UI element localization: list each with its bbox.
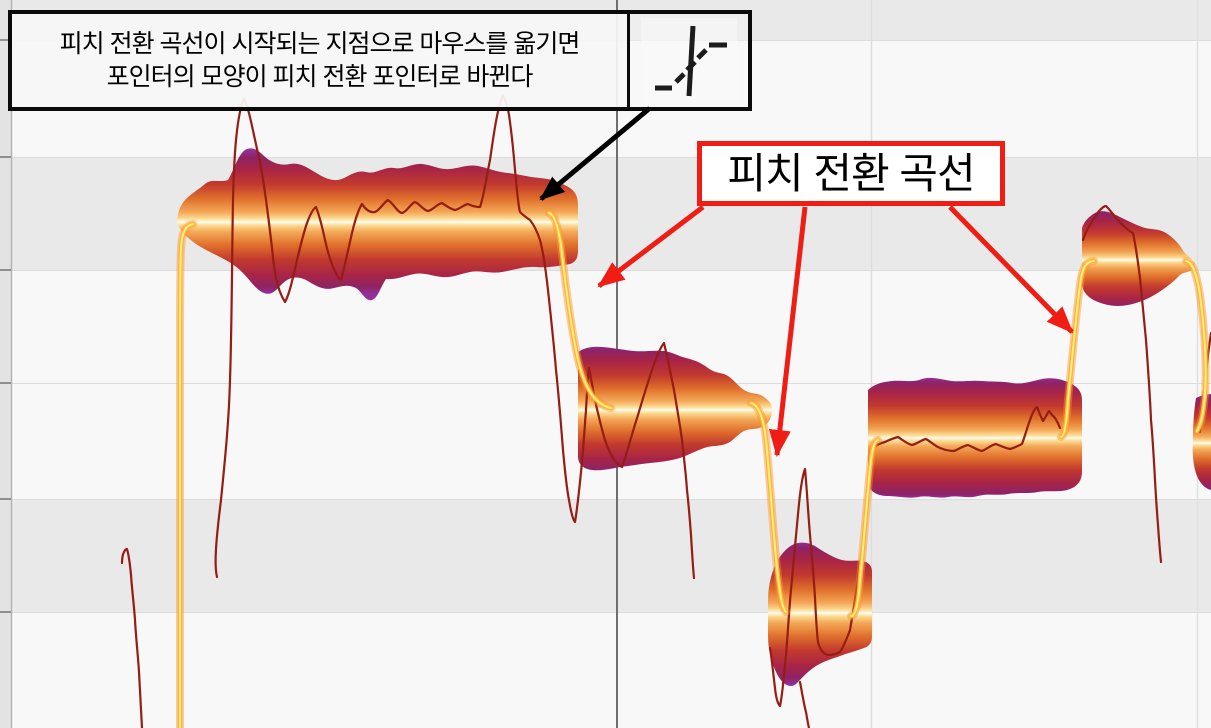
grid-row-shaded (0, 499, 1211, 612)
red-arrow-middle (768, 206, 808, 457)
annotation-arrows (539, 106, 1074, 457)
pitch-curve-left-tail (120, 547, 144, 728)
note-blob-2[interactable] (578, 346, 773, 471)
annotation-note-line1: 피치 전환 곡선이 시작되는 지점으로 마우스를 옮기면 (59, 29, 581, 58)
note-blob-6[interactable] (1192, 394, 1211, 490)
red-arrow-right (948, 205, 1074, 334)
note-blob-3[interactable] (768, 542, 872, 686)
note-box-divider (627, 14, 630, 107)
pitch-curve-note5 (1081, 204, 1163, 564)
red-arrow-left (597, 205, 705, 288)
pitch-transition-curves (176, 209, 1210, 728)
note-blob-4[interactable] (868, 377, 1082, 498)
pitch-transition-curve-label: 피치 전환 곡선 (697, 141, 1005, 206)
note-box-icon-cell (630, 14, 748, 107)
black-annotation-arrow (539, 106, 652, 201)
note-blob-1[interactable] (177, 148, 578, 301)
pitch-curve-main (214, 93, 696, 580)
annotation-note-line2: 포인터의 모양이 피치 전환 포인터로 바뀐다 (106, 62, 534, 91)
annotation-note-text: 피치 전환 곡선이 시작되는 지점으로 마우스를 옮기면 포인터의 모양이 피치… (12, 14, 627, 107)
note-blobs (177, 148, 1211, 686)
pitch-transition-pointer-icon (641, 17, 737, 104)
annotation-note-box: 피치 전환 곡선이 시작되는 지점으로 마우스를 옮기면 포인터의 모양이 피치… (8, 10, 752, 111)
pitch-curve-note3 (768, 405, 1062, 708)
pitch-curves (120, 93, 1211, 728)
pitch-curve-note3-tail (798, 680, 811, 728)
pitch-transition-curve-label-text: 피치 전환 곡선 (727, 149, 975, 197)
